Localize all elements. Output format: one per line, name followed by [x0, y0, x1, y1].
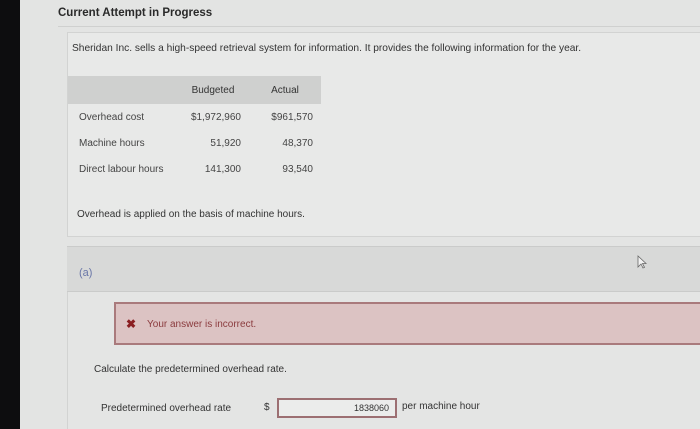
question-card: Sheridan Inc. sells a high-speed retriev…	[67, 32, 700, 237]
mouse-cursor-icon	[637, 255, 647, 269]
row-label: Machine hours	[79, 137, 145, 149]
table-row: Overhead cost $1,972,960 $961,570	[68, 104, 321, 130]
answer-label: Predetermined overhead rate	[101, 403, 232, 414]
row-label: Direct labour hours	[79, 163, 164, 175]
row-label: Overhead cost	[79, 111, 145, 123]
instruction: Calculate the predetermined overhead rat…	[94, 364, 287, 375]
feedback-text: Your answer is incorrect.	[147, 319, 257, 330]
table-row: Machine hours 51,920 48,370	[68, 130, 321, 156]
answer-row: Predetermined overhead rate $ per machin…	[101, 397, 621, 419]
part-label: (a)	[79, 267, 93, 279]
table-header-row: Budgeted Actual	[68, 76, 321, 104]
feedback-banner: ✖ Your answer is incorrect.	[114, 302, 700, 345]
currency-symbol: $	[264, 402, 270, 413]
question-intro: Sheridan Inc. sells a high-speed retriev…	[72, 43, 582, 54]
row-budgeted: $1,972,960	[190, 111, 241, 123]
data-table: Budgeted Actual Overhead cost $1,972,960…	[68, 76, 321, 182]
header-divider	[58, 26, 700, 27]
table-header-budgeted: Budgeted	[177, 76, 249, 104]
attempt-title: Current Attempt in Progress	[58, 7, 213, 19]
part-a-header[interactable]: (a)	[67, 246, 700, 292]
row-budgeted: 141,300	[204, 163, 241, 175]
table-header-actual: Actual	[249, 76, 321, 104]
row-actual: $961,570	[271, 111, 313, 123]
unit-label: per machine hour	[402, 401, 480, 412]
table-row: Direct labour hours 141,300 93,540	[68, 156, 321, 182]
table-header-blank	[68, 76, 177, 104]
row-budgeted: 51,920	[210, 137, 241, 149]
part-a-body: ✖ Your answer is incorrect. Calculate th…	[67, 292, 700, 429]
screen-bezel	[0, 0, 20, 429]
x-mark-icon: ✖	[126, 317, 137, 331]
row-actual: 48,370	[282, 137, 313, 149]
screen: Current Attempt in Progress Sheridan Inc…	[20, 0, 700, 429]
row-actual: 93,540	[282, 163, 313, 175]
question-note: Overhead is applied on the basis of mach…	[77, 209, 305, 220]
overhead-rate-input[interactable]	[277, 398, 397, 418]
